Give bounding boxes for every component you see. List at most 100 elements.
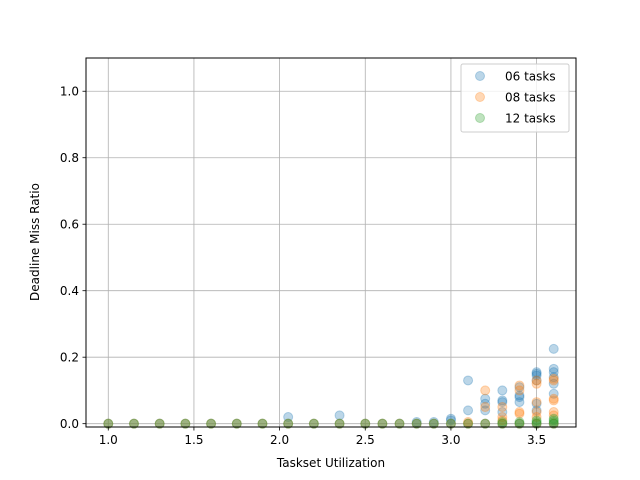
data-point [531,367,542,378]
data-point [497,397,508,408]
data-point [548,413,559,424]
data-point [445,413,456,424]
data-point [377,418,388,429]
data-point [480,402,491,413]
data-point [480,405,491,416]
data-point [548,367,559,378]
data-point [480,418,491,429]
data-point [128,418,139,429]
data-point [531,368,542,379]
data-point [257,418,268,429]
x-axis-label: Taskset Utilization [276,456,385,470]
data-point [394,418,405,429]
data-point [497,418,508,429]
data-point [480,393,491,404]
data-point [463,405,474,416]
y-tick-label: 0.8 [60,151,79,165]
data-point [334,418,345,429]
data-point [377,418,388,429]
data-point [463,418,474,429]
data-point [514,418,525,429]
data-point [428,418,439,429]
legend-marker [475,92,485,102]
data-point [531,412,542,423]
data-point [548,388,559,399]
data-point [497,418,508,429]
x-axis-ticks: 1.0 1.5 2.0 2.5 3.0 3.5 [99,427,546,447]
data-point [514,392,525,403]
y-tick-label: 1.0 [60,85,79,99]
y-axis-ticks: 0.0 0.2 0.4 0.6 0.8 1.0 [60,85,86,431]
data-point [497,412,508,423]
data-point [257,418,268,429]
y-axis-label: Deadline Miss Ratio [28,183,42,301]
data-point [514,418,525,429]
data-point [394,418,405,429]
data-point [180,418,191,429]
data-point [334,418,345,429]
y-tick-label: 0.0 [60,417,79,431]
data-point [463,375,474,386]
data-point [206,418,217,429]
legend-marker [475,113,485,123]
data-point [231,418,242,429]
data-point [497,415,508,426]
data-point [497,402,508,413]
data-point [497,407,508,418]
x-tick-label: 2.0 [270,433,289,447]
series-08-tasks [103,373,559,429]
y-tick-label: 0.4 [60,284,79,298]
data-point [308,418,319,429]
x-tick-label: 3.0 [441,433,460,447]
data-point [531,405,542,416]
data-point [548,415,559,426]
data-point [497,417,508,428]
data-point [514,417,525,428]
data-point [531,370,542,381]
data-point [548,407,559,418]
x-tick-label: 1.5 [184,433,203,447]
data-point [548,378,559,389]
data-point [411,418,422,429]
data-point [497,418,508,429]
data-point [154,418,165,429]
data-point [514,407,525,418]
x-tick-label: 3.5 [527,433,546,447]
data-point [548,373,559,384]
data-point [334,410,345,421]
data-point [548,372,559,383]
data-point [283,412,294,423]
data-point [531,397,542,408]
data-point [463,418,474,429]
data-point [497,395,508,406]
data-point [531,375,542,386]
data-point [283,418,294,429]
data-point [480,398,491,409]
legend-label: 06 tasks [505,70,556,84]
data-point [514,390,525,401]
data-point [514,408,525,419]
data-point [497,385,508,396]
data-point [548,418,559,429]
data-point [480,385,491,396]
data-point [548,375,559,386]
legend-marker [475,71,485,81]
data-point [514,397,525,408]
data-point [548,395,559,406]
data-point [128,418,139,429]
data-point [180,418,191,429]
data-point [531,407,542,418]
data-point [548,343,559,354]
data-point [531,398,542,409]
data-point [308,418,319,429]
data-point [463,418,474,429]
plot-frame [85,57,577,428]
data-point [334,418,345,429]
data-point [428,418,439,429]
data-point [377,418,388,429]
data-point [283,418,294,429]
y-tick-label: 0.6 [60,218,79,232]
series-12-tasks [103,413,559,429]
data-point [231,418,242,429]
data-point [411,418,422,429]
